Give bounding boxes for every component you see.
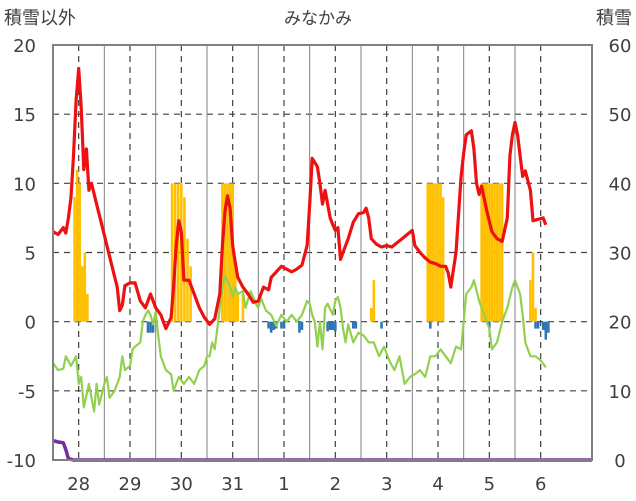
blue-bar xyxy=(282,321,286,329)
yellow-bar xyxy=(223,183,227,322)
blue-bar xyxy=(331,321,335,330)
yellow-bar xyxy=(534,307,537,322)
blue-bar xyxy=(328,321,332,330)
x-tick-label: 28 xyxy=(67,474,90,495)
x-tick-label: 31 xyxy=(221,474,244,495)
yellow-bar xyxy=(500,183,504,322)
right-tick-label: 20 xyxy=(609,313,632,334)
yellow-bar xyxy=(189,266,192,322)
yellow-bar xyxy=(482,183,486,322)
blue-bar xyxy=(534,321,537,329)
yellow-bar xyxy=(436,183,440,322)
yellow-bar xyxy=(369,307,373,322)
blue-bar xyxy=(536,321,540,329)
yellow-bar xyxy=(73,197,76,322)
red-line-series xyxy=(52,66,548,331)
blue-bar xyxy=(334,321,337,332)
yellow-bar xyxy=(439,183,442,322)
blue-bar xyxy=(541,321,545,330)
blue-bar xyxy=(269,321,273,333)
left-tick-label: 5 xyxy=(25,244,36,265)
right-axis-title: 積雪 xyxy=(596,8,632,29)
yellow-bar xyxy=(372,280,376,322)
blue-bar xyxy=(267,321,270,329)
x-tick-label: 4 xyxy=(432,474,443,495)
yellow-bar xyxy=(226,183,229,322)
yellow-bar xyxy=(431,183,435,322)
blue-bar xyxy=(272,321,276,330)
blue-bar xyxy=(380,321,383,329)
blue-bar xyxy=(352,321,355,329)
x-tick-label: 29 xyxy=(119,474,142,495)
yellow-bar xyxy=(531,252,535,322)
right-tick-label: 60 xyxy=(609,36,632,57)
yellow-bar xyxy=(480,183,483,322)
line-series xyxy=(52,66,592,462)
snow-depth-line xyxy=(52,438,592,462)
right-tick-label: 40 xyxy=(609,174,632,195)
x-tick-label: 30 xyxy=(170,474,193,495)
yellow-bar xyxy=(498,183,501,322)
blue-bar xyxy=(429,321,432,329)
yellow-bar xyxy=(80,266,84,322)
yellow-bar xyxy=(75,169,79,322)
blue-bar xyxy=(146,321,150,333)
yellow-bar xyxy=(490,183,494,322)
yellow-bar xyxy=(233,266,237,322)
blue-bar xyxy=(547,321,550,333)
blue-bar xyxy=(488,321,491,329)
yellow-bar xyxy=(83,252,87,322)
green-line-series xyxy=(52,274,547,413)
yellow-bar xyxy=(485,183,489,322)
left-axis-title: 積雪以外 xyxy=(4,8,76,29)
yellow-bar xyxy=(495,183,499,322)
yellow-bar xyxy=(441,197,445,322)
blue-bar xyxy=(544,321,548,340)
blue-bar xyxy=(280,321,283,329)
right-tick-label: 10 xyxy=(609,382,632,403)
yellow-bar xyxy=(488,183,491,322)
yellow-bar xyxy=(241,294,245,322)
x-tick-label: 1 xyxy=(278,474,289,495)
right-tick-label: 50 xyxy=(609,105,632,126)
blue-bar xyxy=(149,321,152,333)
left-tick-label: 15 xyxy=(13,105,36,126)
yellow-bar xyxy=(529,280,532,322)
left-tick-label: 20 xyxy=(13,36,36,57)
left-tick-label: 10 xyxy=(13,174,36,195)
left-tick-label: 0 xyxy=(25,313,36,334)
yellow-bar xyxy=(86,294,89,322)
yellow-bar xyxy=(176,183,180,322)
x-tick-label: 2 xyxy=(330,474,341,495)
x-tick-label: 3 xyxy=(381,474,392,495)
left-tick-label: -10 xyxy=(7,451,36,472)
chart-title: みなかみ xyxy=(284,9,352,29)
yellow-bar xyxy=(434,183,437,322)
yellow-bar xyxy=(429,183,432,322)
blue-bar xyxy=(300,321,304,330)
blue-bar xyxy=(354,321,358,329)
blue-bar xyxy=(326,321,329,332)
yellow-bar xyxy=(426,183,430,322)
yellow-bar-series xyxy=(73,169,537,322)
blue-bar xyxy=(298,321,301,333)
plot-frame xyxy=(52,44,593,461)
yellow-bar xyxy=(236,294,240,322)
x-tick-label: 5 xyxy=(484,474,495,495)
x-tick-label: 6 xyxy=(535,474,546,495)
yellow-bar xyxy=(493,183,496,322)
yellow-bar xyxy=(183,197,186,322)
blue-bar xyxy=(151,321,155,333)
left-tick-label: -5 xyxy=(18,382,36,403)
right-tick-label: 0 xyxy=(614,451,625,472)
yellow-bar xyxy=(78,183,81,322)
right-tick-label: 30 xyxy=(609,244,632,265)
yellow-bar xyxy=(228,183,232,322)
yellow-bar xyxy=(170,183,174,322)
grid xyxy=(53,45,592,460)
